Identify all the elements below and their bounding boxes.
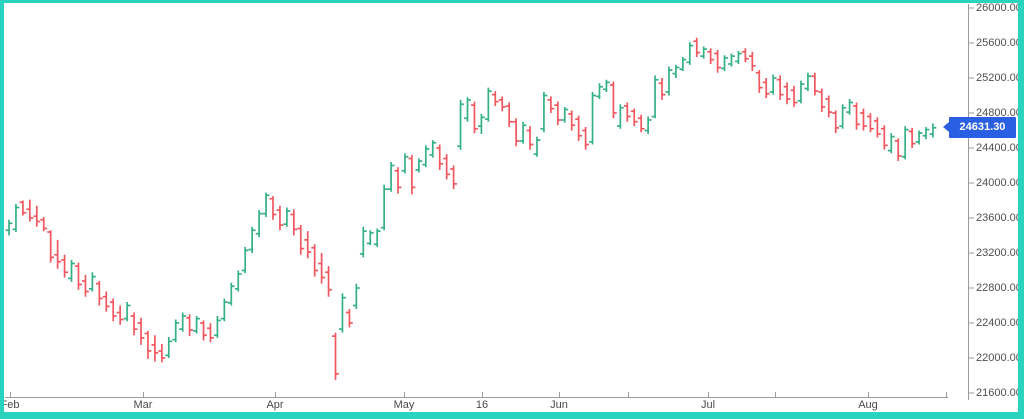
x-axis-label-jul: Jul xyxy=(700,399,716,411)
frame-border-top xyxy=(0,0,1024,3)
frame-border-left xyxy=(0,0,4,419)
y-axis-label: 21600.00 xyxy=(976,387,1022,399)
y-axis-label: 23600.00 xyxy=(976,212,1022,224)
x-axis-label-aug: Aug xyxy=(858,399,878,411)
last-price-label: 24631.30 xyxy=(949,117,1016,138)
last-price-arrow-icon xyxy=(943,122,949,132)
x-axis-label-jun: Jun xyxy=(550,399,568,411)
x-axis-label-apr: Apr xyxy=(266,399,284,411)
y-axis-label: 26000.00 xyxy=(976,2,1022,14)
y-axis-label: 24800.00 xyxy=(976,107,1022,119)
y-axis-label: 25600.00 xyxy=(976,37,1022,49)
y-axis-label: 22000.00 xyxy=(976,352,1022,364)
y-axis-label: 22800.00 xyxy=(976,282,1022,294)
y-axis-label: 24000.00 xyxy=(976,177,1022,189)
x-axis-label-may: May xyxy=(393,399,415,411)
x-axis-label-16: 16 xyxy=(475,399,489,411)
frame-border-right xyxy=(1018,0,1024,419)
x-axis-label-feb: Feb xyxy=(0,399,20,411)
y-axis-label: 24400.00 xyxy=(976,142,1022,154)
x-axis-label-mar: Mar xyxy=(133,399,153,411)
y-axis-label: 25200.00 xyxy=(976,72,1022,84)
frame-border-bottom xyxy=(0,412,1024,419)
y-axis-label: 22400.00 xyxy=(976,317,1022,329)
y-axis-label: 23200.00 xyxy=(976,247,1022,259)
